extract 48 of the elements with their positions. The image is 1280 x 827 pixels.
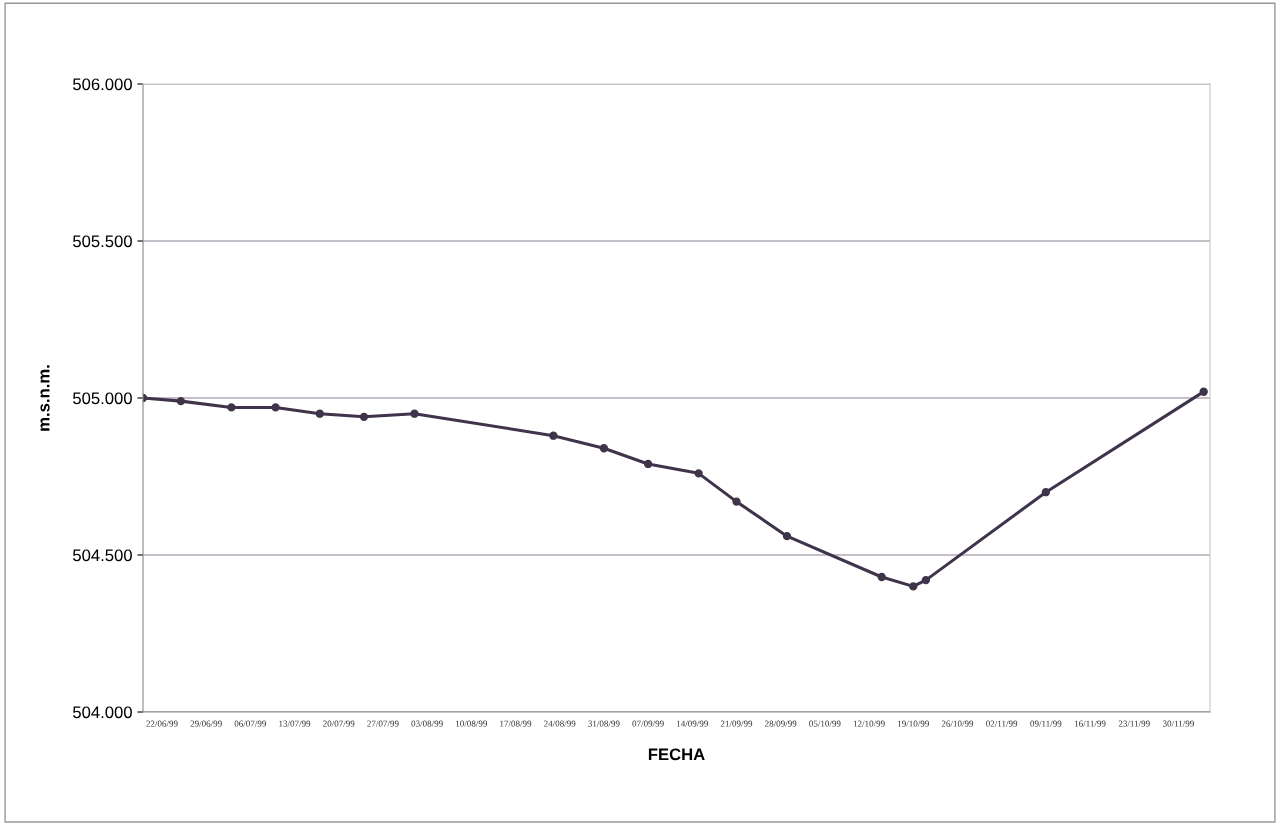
x-tick-label: 22/06/99 [146,720,178,727]
y-tick-label: 504.500 [73,549,132,562]
x-tick-label: 21/09/99 [720,720,753,727]
x-tick-label: 19/10/99 [898,720,929,727]
x-tick-label: 20/07/99 [323,720,355,727]
point [909,582,918,591]
x-tick-label: 05/10/99 [809,720,841,727]
point [359,412,369,422]
x-tick-label: 03/08/99 [411,720,443,727]
point [315,409,324,418]
x-tick-label: 13/07/99 [279,720,311,727]
x-tick-label: 02/11/99 [986,720,1018,727]
x-tick-label: 28/09/99 [765,720,797,727]
point [782,531,792,541]
x-tick-label: 29/06/99 [190,720,222,727]
x-tick-label: 14/09/99 [677,720,708,727]
point [1041,488,1051,497]
point [176,396,186,406]
y-tick-label: 504.000 [73,706,132,719]
x-axis-title: FECHA [648,748,705,761]
point [271,403,280,412]
x-tick-label: 30/11/99 [1162,720,1194,727]
point [1199,387,1208,396]
x-tick-label: 12/10/99 [853,720,885,727]
point [410,409,419,418]
point [549,431,558,440]
x-tick-label: 31/08/99 [588,720,620,727]
point [643,459,653,469]
x-tick-label: 10/08/99 [456,720,487,727]
y-axis-title: m.s.n.m. [40,365,50,431]
x-tick-label: 24/08/99 [544,720,576,727]
y-tick-label: 505.500 [73,235,132,248]
y-tick-label: 505.000 [73,392,132,405]
x-tick-label: 17/08/99 [500,720,532,727]
point [227,403,236,412]
point [599,444,609,453]
x-tick-label: 16/11/99 [1074,720,1106,727]
x-tick-label: 07/09/99 [632,720,664,727]
point [694,469,703,478]
x-tick-label: 06/07/99 [234,720,267,727]
x-tick-label: 09/11/99 [1030,720,1062,727]
x-tick-label: 23/11/99 [1118,720,1150,727]
point [877,572,886,582]
x-tick-label: 26/10/99 [941,720,974,727]
point [732,497,741,506]
y-tick-label: 506.000 [73,78,132,91]
point [921,575,931,585]
x-tick-label: 27/07/99 [367,720,399,727]
